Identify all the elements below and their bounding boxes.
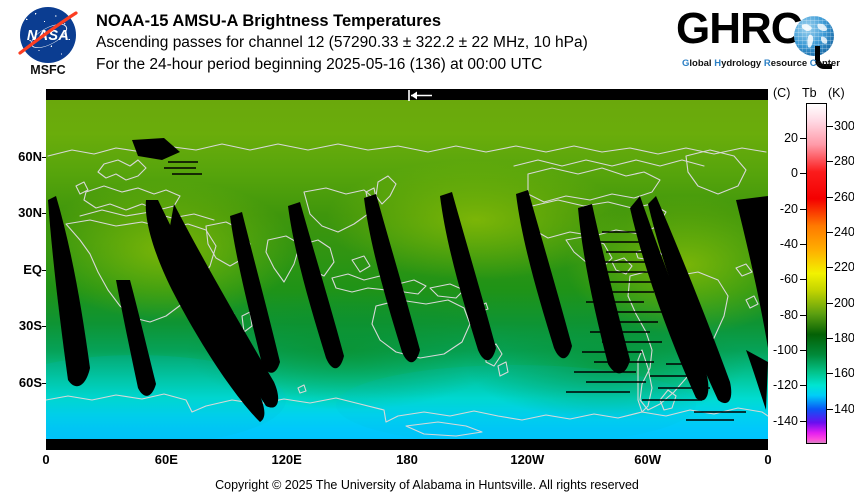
longitude-axis: 0 60E 120E 180 120W 60W 0 [42,444,772,474]
colorbar-celsius-label-6: -100 [772,343,798,358]
colorbar-kelvin-tick-280 [827,161,833,163]
lat-label-EQ: EQ [23,261,42,277]
colorbar-celsius-tick-8 [800,420,806,422]
colorbar-celsius-label-0: 20 [784,131,798,146]
lat-tick-EQ [42,269,47,271]
lon-tick-4 [527,444,529,450]
colorbar-gradient-fill [807,104,826,443]
title-block: NOAA-15 AMSU-A Brightness Temperatures A… [96,10,588,76]
colorbar-celsius-label-8: -140 [772,413,798,428]
colorbar-kelvin-label-280: 280 [834,154,854,169]
lat-tick-60S [42,382,47,384]
colorbar-kelvin-tick-200 [827,302,833,304]
ghrc-tagline-part-7: enter [816,58,840,69]
lon-label-2: 120E [271,452,302,467]
colorbar-kelvin-label-220: 220 [834,260,854,275]
lat-label-30N: 30N [18,205,42,220]
lon-label-1: 60E [154,452,178,467]
lat-label-60S: 60S [18,374,42,390]
colorbar-celsius-tick-6 [800,350,806,352]
colorbar-celsius-label-7: -120 [772,378,798,393]
colorbar-celsius-tick-4 [800,279,806,281]
colorbar-celsius-tick-1 [800,173,806,175]
colorbar-kelvin-label-160: 160 [834,366,854,381]
colorbar-kelvin-label-240: 240 [834,224,854,239]
ghrc-tagline-part-0: G [682,58,690,69]
lat-tick-30N [42,213,47,214]
colorbar-celsius-label-4: -60 [779,272,798,287]
globe-landmasses [801,23,828,48]
latitude-axis: 60N 30N EQ 30S 60S [0,89,47,450]
colorbar-celsius-tick-5 [800,314,806,316]
lon-label-0: 0 [42,452,50,467]
colorbar-celsius-label-5: -80 [779,307,798,322]
colorbar-kelvin-tick-180 [827,337,833,339]
colorbar-kelvin-tick-140 [827,408,833,410]
lon-label-3: 180 [396,452,418,467]
lon-label-4: 120W [510,452,545,467]
nasa-stars [20,7,76,63]
lat-label-30S: 30S [18,318,42,333]
lat-tick-60N [42,156,47,158]
copyright-notice: Copyright © 2025 The University of Alaba… [215,478,639,492]
map-frame [46,89,768,450]
channel-subtitle: Ascending passes for channel 12 (57290.3… [96,34,588,51]
lon-tick-5 [647,444,649,450]
nasa-logo: NASA MSFC [14,7,82,79]
colorbar-kelvin-label-200: 200 [834,295,854,310]
colorbar-kelvin-label-140: 140 [834,401,854,416]
lon-tick-2 [286,444,288,450]
colorbar-unit-celsius: (C) [773,86,791,100]
ghrc-tagline-part-4: R [763,58,771,69]
lon-tick-3 [407,444,408,450]
lon-label-6: 0 [764,452,772,467]
colorbar-kelvin-tick-260 [827,196,833,198]
ghrc-tagline-part-3: ydrology [721,58,764,69]
ghrc-acronym: GHRC [676,4,803,53]
colorbar-celsius-label-2: -20 [779,201,798,216]
nasa-center-label: MSFC [30,63,66,77]
ghrc-tagline-part-1: lobal [689,58,715,69]
colorbar-kelvin-tick-220 [827,267,833,269]
ghrc-tagline-part-5: esource [770,58,810,69]
brightness-temperature-map[interactable] [46,100,768,439]
colorbar-unit-kelvin: (K) [828,86,845,100]
ghrc-c-hook [815,46,832,69]
colorbar-celsius-label-1: 0 [791,166,798,181]
colorbar-kelvin-label-260: 260 [834,189,854,204]
period-subtitle: For the 24-hour period beginning 2025-05… [96,56,543,73]
nasa-meatball-circle [20,7,76,63]
colorbar-gradient [806,103,827,444]
map-raster [46,100,768,439]
nasa-red-swoosh-icon [18,11,78,55]
colorbar-kelvin-tick-300 [827,125,833,127]
ghrc-tagline-part-2: H [714,58,722,69]
colorbar-kelvin-tick-240 [827,231,833,233]
colorbar-celsius-tick-7 [800,385,806,387]
lon-tick-6 [767,444,768,450]
colorbar-celsius-tick-2 [800,208,806,210]
colorbar-variable: Tb [802,86,817,100]
colorbar-kelvin-label-300: 300 [834,118,854,133]
ghrc-tagline-part-6: C [809,58,817,69]
lat-tick-30S [42,326,47,327]
colorbar-kelvin-label-180: 180 [834,330,854,345]
orbital-data-gaps [48,138,768,422]
lat-label-60N: 60N [18,148,42,164]
lon-tick-1 [166,444,168,450]
colorbar-kelvin-tick-160 [827,373,833,375]
colorbar-celsius-tick-3 [800,244,806,246]
lon-tick-0 [46,444,47,450]
colorbar: (C) Tb (K) 300 280 260 240 220 200 180 160 140 20… [772,86,854,461]
colorbar-celsius-tick-0 [800,138,806,140]
ghrc-logo: GHRC Global Hydrology Resource Center [676,4,840,80]
ghrc-tagline: Global Hydrology Resource Center [682,58,840,69]
page-title: NOAA-15 AMSU-A Brightness Temperatures [96,12,442,30]
lon-label-5: 60W [634,452,662,467]
scan-line-dropouts [164,161,746,421]
colorbar-celsius-label-3: -40 [779,237,798,252]
